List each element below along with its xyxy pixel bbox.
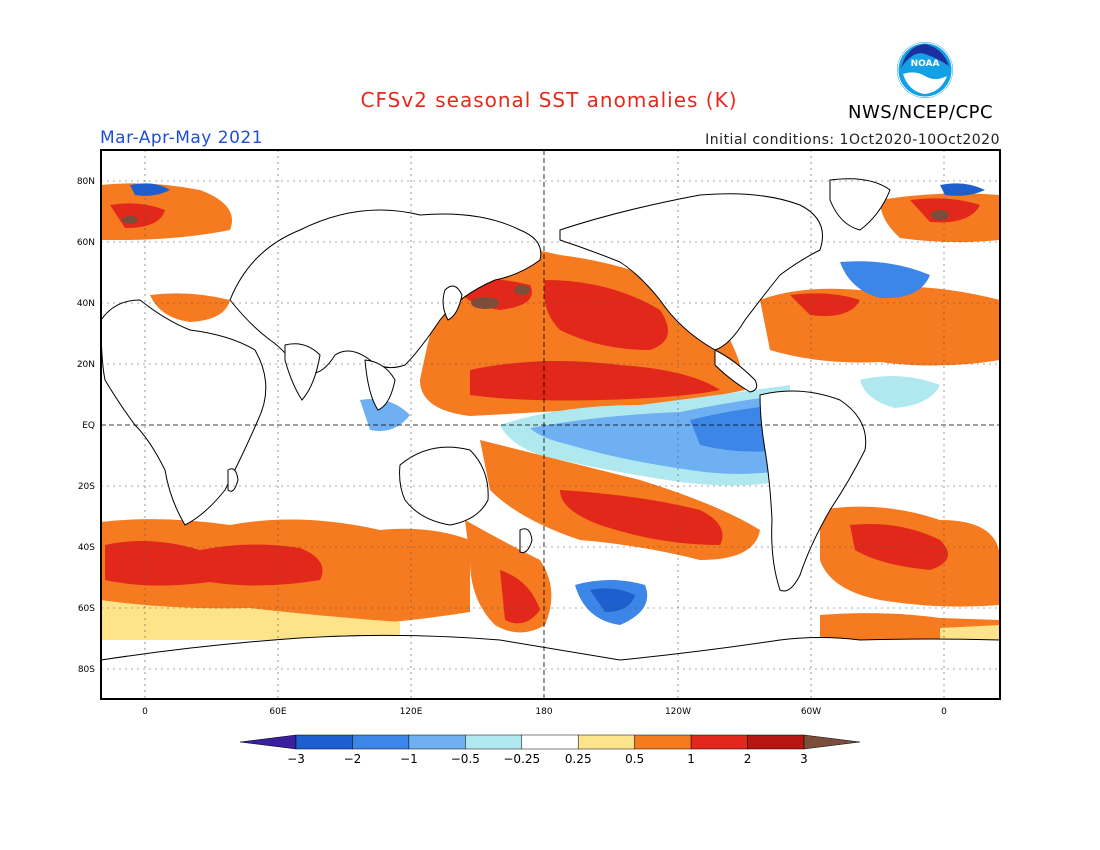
hot-region-gulf-stream: [790, 293, 860, 316]
reference-lines: [101, 150, 1000, 699]
new-zealand: [519, 528, 533, 553]
cool-region-arctic-west: [130, 183, 170, 196]
lat-label: EQ: [82, 421, 95, 431]
colorbar-high-triangle: [803, 734, 861, 750]
japan: [442, 285, 463, 321]
colorbar-box: [747, 734, 805, 750]
warm-region-mediterranean: [150, 293, 230, 322]
hot-region-south-indian: [105, 541, 323, 586]
hot-region-north-pacific-central: [470, 361, 720, 401]
colorbar-tick-label: −2: [344, 752, 362, 766]
antarctica: [101, 634, 1000, 699]
lon-label: 0: [941, 707, 947, 717]
extreme-region-arctic-west: [122, 216, 138, 224]
agency-label: NWS/NCEP/CPC: [848, 102, 994, 123]
colorbar-tick-label: −0.5: [451, 752, 480, 766]
hot-region-south-pacific: [560, 490, 723, 545]
north-america: [559, 193, 823, 351]
southeast-asia: [364, 359, 396, 411]
colorbar-tick-label: 0.25: [565, 752, 592, 766]
extreme-region-kuroshio-east: [514, 285, 530, 295]
cold-region-tropical-pacific: [690, 405, 780, 452]
cool-region-arctic-east: [940, 183, 985, 196]
colorbar-box: [634, 734, 692, 750]
lat-label: 60S: [78, 604, 95, 614]
initial-conditions-label: Initial conditions: 1Oct2020-10Oct2020: [705, 132, 1000, 148]
colorbar-box: [465, 734, 523, 750]
africa-europe: [101, 299, 267, 526]
logo-text: NOAA: [911, 59, 940, 69]
colorbar-box: [577, 734, 635, 750]
extreme-region-arctic-east: [931, 210, 949, 220]
cool-region-tropical-atlantic: [860, 376, 940, 408]
lon-label: 120E: [400, 707, 423, 717]
hot-region-arctic-east: [910, 198, 980, 223]
south-america: [759, 390, 867, 592]
colorbar-tick-label: 3: [800, 752, 808, 766]
lon-label: 60E: [269, 707, 286, 717]
colorbar: −3 −2 −1 −0.5 −0.25 0.25 0.5 1 2 3: [239, 734, 861, 766]
lat-label: 40N: [77, 299, 95, 309]
lat-label: 80N: [77, 177, 95, 187]
greenland: [829, 178, 891, 231]
lon-label: 120W: [665, 707, 691, 717]
colorbar-tick-label: 1: [687, 752, 695, 766]
india: [284, 343, 321, 401]
colorbar-tick-label: 0.5: [625, 752, 644, 766]
colorbar-tick-label: −0.25: [503, 752, 540, 766]
colorbar-low-triangle: [239, 734, 297, 750]
cool-region-north-atlantic: [840, 261, 930, 299]
cool-region-tropical-indian: [360, 399, 410, 431]
madagascar: [227, 468, 239, 492]
lat-label: 20N: [77, 360, 95, 370]
colorbar-tick-label: 2: [744, 752, 752, 766]
colorbar-box: [690, 734, 748, 750]
central-america: [714, 349, 758, 393]
colorbar-box: [295, 734, 353, 750]
noaa-logo: NOAA: [897, 42, 953, 98]
hot-region-north-pacific-east: [544, 280, 668, 350]
warm-fringe-south-indian: [101, 600, 400, 640]
map-field: [101, 150, 1000, 699]
colorbar-box: [352, 734, 410, 750]
season-label: Mar-Apr-May 2021: [100, 128, 264, 148]
lat-label: 80S: [78, 665, 95, 675]
colorbar-box: [408, 734, 466, 750]
lat-label: 40S: [78, 543, 95, 553]
gridlines: [101, 150, 1000, 699]
longitude-labels: 0 60E 120E 180 120W 60W 0: [142, 707, 947, 717]
continents: [101, 178, 1000, 699]
chart-title: CFSv2 seasonal SST anomalies (K): [360, 88, 738, 112]
map-frame: [100, 149, 1001, 700]
lon-label: 180: [535, 707, 552, 717]
hot-region-tasman: [500, 570, 540, 624]
cold-region-south-pacific: [590, 588, 635, 612]
colorbar-box: [521, 734, 579, 750]
latitude-labels: 80N 60N 40N 20N EQ 20S 40S 60S 80S: [77, 177, 95, 675]
lon-label: 0: [142, 707, 148, 717]
colorbar-tick-label: −1: [400, 752, 418, 766]
lat-label: 60N: [77, 238, 95, 248]
lat-label: 20S: [78, 482, 95, 492]
colorbar-tick-label: −3: [287, 752, 305, 766]
lon-label: 60W: [801, 707, 821, 717]
